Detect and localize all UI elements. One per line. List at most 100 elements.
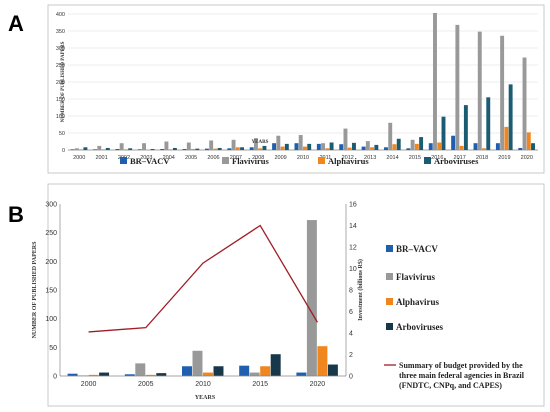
panel-b-y-tick-label: 50	[49, 345, 57, 352]
bar-a-arboviruses-2008	[262, 145, 267, 150]
bar-a-alphavirus-2007	[235, 147, 240, 150]
panel-a-x-tick-label: 2011	[319, 155, 331, 161]
bar-b-br-vacv-2020	[296, 372, 307, 376]
bar-b-flavivirus-2010	[192, 350, 203, 376]
bar-a-flavivirus-2017	[455, 24, 460, 151]
bar-a-arboviruses-2016	[441, 116, 446, 150]
panel-a-x-tick-label: 2012	[342, 155, 354, 161]
bar-a-alphavirus-2005	[191, 148, 196, 150]
bar-a-arboviruses-2002	[128, 148, 133, 150]
bar-b-alphavirus-2000	[88, 374, 99, 376]
bar-b-alphavirus-2020	[317, 346, 328, 376]
panel-b-legend-swatch-arboviruses	[386, 323, 393, 330]
panel-a-x-tick-label: 2001	[95, 155, 107, 161]
bar-a-arboviruses-2014	[396, 138, 401, 150]
panel-a-y-axis-label: NUMBER OF PUBLISHED PAPERS	[61, 41, 66, 122]
bar-a-br-vacv-2001	[93, 149, 97, 150]
bar-a-flavivirus-2000	[74, 148, 79, 150]
bar-a-alphavirus-2017	[459, 145, 464, 150]
bar-b-br-vacv-2015	[239, 365, 250, 376]
bar-a-arboviruses-2010	[307, 143, 312, 150]
panel-b-legend-swatch-alphavirus	[386, 298, 393, 305]
panel-a-x-tick-label: 2014	[386, 155, 398, 161]
panel-b-y2-tick-label: 4	[349, 331, 353, 338]
panel-b-x-tick-label: 2010	[195, 381, 211, 388]
panel-b-legend-label-br-vacv: BR–VACV	[396, 244, 438, 254]
panel-a-x-tick-label: 2020	[521, 155, 533, 161]
bar-b-arboviruses-2000	[99, 372, 110, 376]
bar-b-alphavirus-2010	[203, 372, 213, 376]
bar-a-flavivirus-2019	[500, 35, 505, 151]
bar-a-flavivirus-2004	[164, 141, 169, 150]
panel-b-y-axis-label: NUMBER OF PUBLISHED PAPERS	[32, 241, 38, 339]
bar-a-flavivirus-2006	[209, 140, 214, 150]
bar-a-flavivirus-2016	[433, 12, 437, 151]
panel-a-bars	[70, 12, 535, 151]
panel-a-y-tick-label: 250	[56, 63, 65, 69]
bar-a-flavivirus-2012	[343, 128, 348, 150]
panel-b-y2-tick-label: 8	[349, 288, 353, 295]
bar-a-br-vacv-2005	[182, 148, 187, 150]
panel-a-x-tick-label: 2004	[163, 155, 175, 161]
panel-a-x-tick-label: 2018	[476, 155, 488, 161]
bar-a-alphavirus-2018	[482, 148, 486, 150]
panel-a-x-axis-label: YEARS	[252, 140, 269, 145]
panel-a-x-tick-label: 2017	[454, 155, 466, 161]
panel-a-x-tick-label: 2009	[274, 155, 286, 161]
bar-a-alphavirus-2009	[280, 146, 285, 150]
panel-b-legend: BR–VACV Flavivirus Alphavirus Arboviruses Su…	[384, 244, 525, 390]
panel-a-legend-label-alphavirus: Alphavirus	[328, 156, 369, 166]
bar-a-flavivirus-2018	[477, 31, 482, 150]
panel-a-y-tick-label: 350	[56, 29, 65, 35]
bar-a-br-vacv-2016	[428, 143, 433, 150]
bar-a-br-vacv-2017	[451, 135, 456, 150]
bar-a-flavivirus-2005	[186, 142, 191, 150]
bar-a-arboviruses-2020	[531, 143, 535, 150]
panel-b-y2-tick-label: 6	[349, 309, 353, 316]
bar-a-flavivirus-2001	[97, 145, 102, 150]
panel-a-y-tick-label: 0	[62, 148, 65, 154]
bar-a-br-vacv-2018	[473, 143, 478, 150]
panel-b-y2-tick-label: 2	[349, 352, 353, 359]
bar-a-arboviruses-2005	[195, 148, 200, 150]
bar-a-alphavirus-2016	[437, 142, 442, 150]
panel-b-y2-tick-label: 12	[349, 245, 357, 252]
panel-a-frame	[47, 4, 545, 174]
panel-a-y-ticks: 0 50 100 150 200 250 300 350 400	[56, 12, 65, 154]
panel-a-y-tick-label: 100	[56, 114, 65, 120]
bar-b-br-vacv-2005	[124, 374, 135, 376]
bar-a-br-vacv-2000	[70, 149, 75, 150]
panel-a-x-tick-label: 2005	[185, 155, 197, 161]
panel-b-legend-swatch-br-vacv	[386, 245, 393, 252]
bar-a-br-vacv-2010	[294, 143, 299, 150]
bar-a-alphavirus-2002	[123, 149, 128, 150]
panel-b-legend-label-budget: (FNDTC, CNPq, and CAPES)	[399, 381, 502, 390]
panel-b-y2-tick-label: 14	[349, 223, 357, 230]
panel-b-axes	[59, 204, 347, 377]
bar-a-alphavirus-2013	[370, 147, 375, 150]
panel-a-x-tick-label: 2015	[409, 155, 421, 161]
bar-a-flavivirus-2015	[410, 139, 415, 150]
bar-a-arboviruses-2012	[352, 142, 356, 150]
bar-a-flavivirus-2003	[142, 143, 146, 150]
panel-a-y-tick-label: 50	[59, 131, 65, 137]
panel-a-legend: BR–VACV Flavivirus Alphavirus Arboviruses	[120, 156, 479, 166]
panel-b-x-ticks: 2000 2005 2010 2015 2020	[81, 381, 325, 388]
panel-b-y-tick-label: 200	[45, 259, 57, 266]
panel-b-x-tick-label: 2005	[138, 381, 154, 388]
bar-a-arboviruses-2009	[284, 143, 289, 150]
bar-b-br-vacv-2010	[182, 366, 192, 376]
panel-b-y-tick-label: 100	[45, 316, 57, 323]
panel-a-x-tick-label: 2010	[297, 155, 309, 161]
budget-line-series	[88, 224, 318, 333]
panel-b-y-tick-label: 0	[53, 374, 57, 381]
bar-a-arboviruses-2017	[463, 105, 468, 150]
bar-a-alphavirus-2010	[303, 146, 307, 150]
bar-a-arboviruses-2006	[217, 147, 222, 150]
bar-a-alphavirus-2008	[258, 148, 263, 150]
bar-a-arboviruses-2003	[150, 148, 155, 150]
